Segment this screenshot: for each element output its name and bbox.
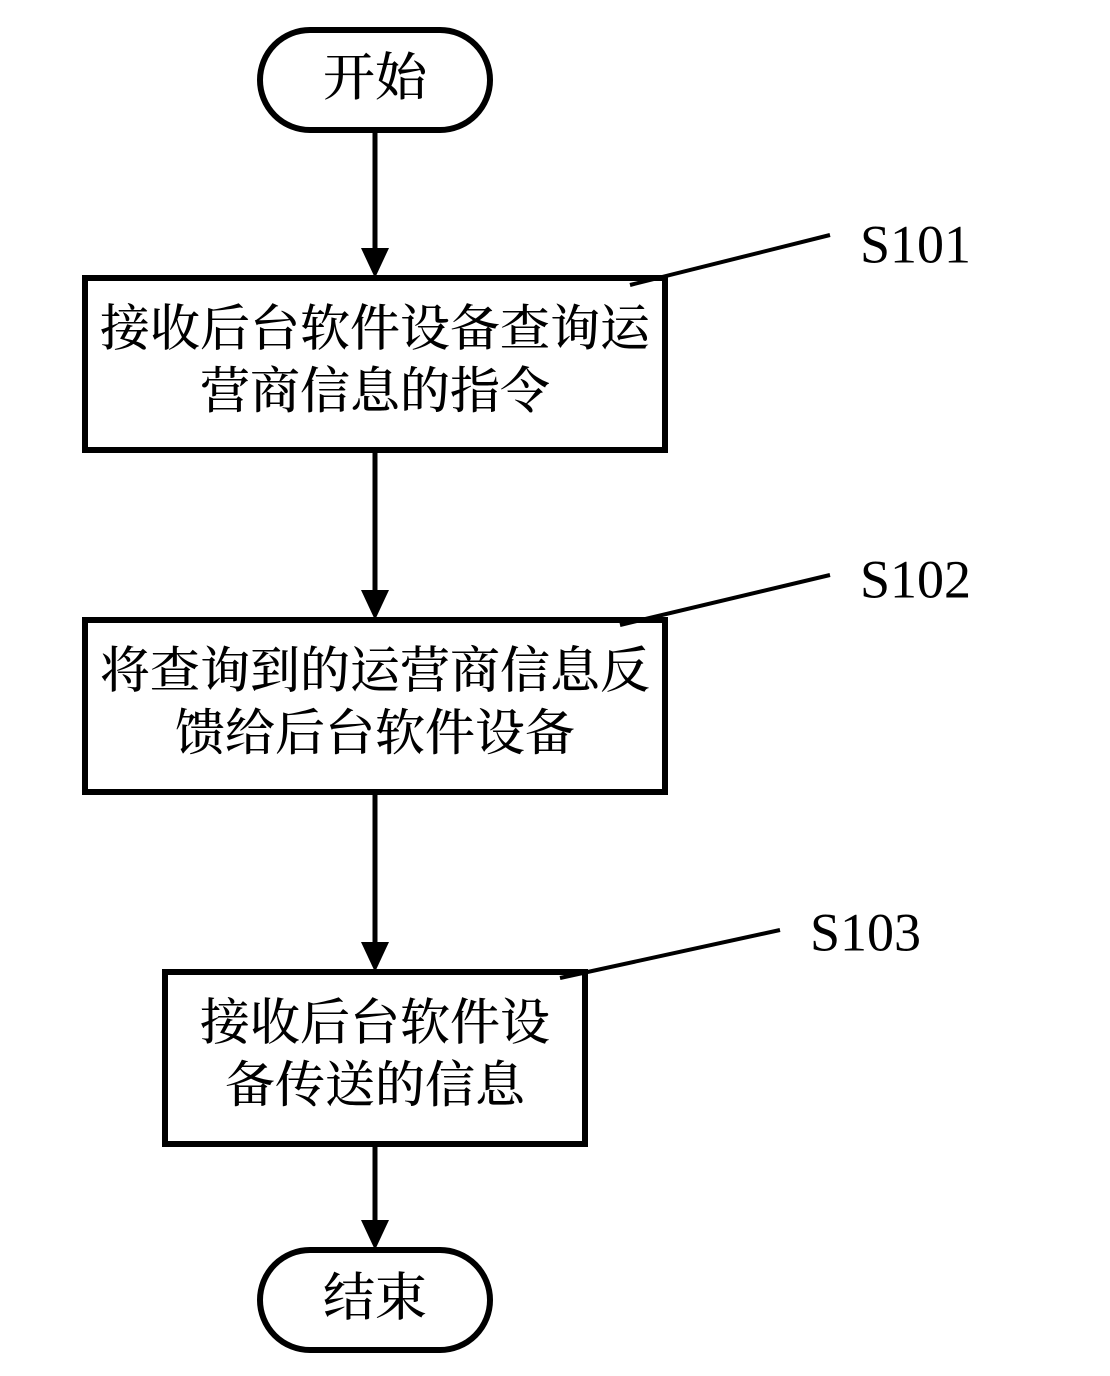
- step-s103-line-1: 备传送的信息: [225, 1045, 527, 1117]
- step-s102-leader: [620, 575, 830, 625]
- step-s101-line-0: 接收后台软件设备查询运: [100, 289, 651, 361]
- terminal-start: 开始: [260, 30, 490, 130]
- terminal-end-text: 结束: [323, 1255, 427, 1330]
- step-s102: 将查询到的运营商信息反馈给后台软件设备 S102: [85, 549, 971, 792]
- step-s101-leader: [630, 235, 830, 285]
- terminal-start-text: 开始: [323, 35, 430, 110]
- step-s101: 接收后台软件设备查询运营商信息的指令 S101: [85, 214, 971, 450]
- step-s102-label: S102: [860, 549, 971, 609]
- step-s101-label: S101: [860, 214, 971, 274]
- step-s101-line-1: 营商信息的指令: [200, 351, 550, 423]
- step-s103-leader: [560, 930, 780, 978]
- step-s103-line-0: 接收后台软件设: [200, 983, 550, 1055]
- step-s102-line-1: 馈给后台软件设备: [175, 693, 575, 765]
- step-s102-line-0: 将查询到的运营商信息反: [100, 631, 650, 703]
- terminal-end: 结束: [260, 1250, 490, 1350]
- step-s103: 接收后台软件设备传送的信息 S103: [165, 902, 921, 1144]
- step-s103-label: S103: [810, 902, 921, 962]
